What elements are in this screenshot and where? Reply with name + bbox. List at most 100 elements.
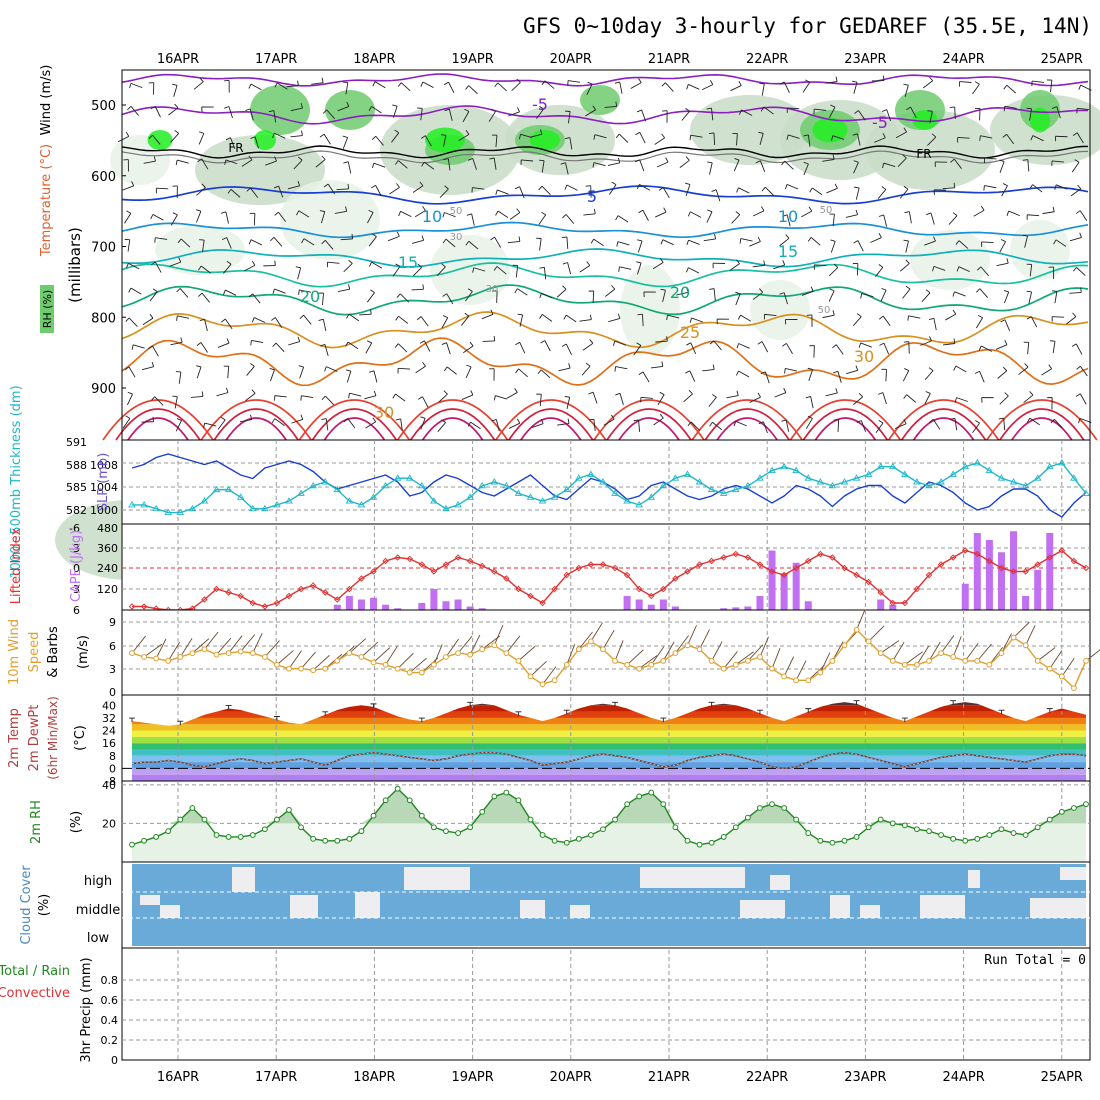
wind-barb [321, 240, 326, 245]
wind-barb [346, 370, 352, 383]
surface-barb [928, 641, 941, 662]
wind-barb [779, 81, 785, 85]
wind-barb [870, 237, 882, 243]
wind-barb [615, 133, 620, 139]
data-point [442, 561, 450, 568]
pressure-tick-label: 500 [91, 99, 116, 114]
data-point [1034, 824, 1041, 831]
wind-barb [657, 394, 665, 406]
cape-bar [647, 604, 655, 610]
cloud-gap [740, 900, 785, 918]
wind-barb [910, 106, 917, 118]
surface-barb [373, 647, 391, 663]
data-point [467, 824, 474, 831]
wind-legend-label: Wind (m/s) [39, 65, 54, 136]
wind-barb [658, 187, 664, 191]
slp-thickness-lines [128, 453, 1090, 518]
data-point [285, 592, 293, 600]
wind-barb [781, 160, 785, 166]
rh-label: 2m RH [29, 800, 44, 844]
wind-barb [764, 371, 770, 384]
wind-barb [493, 157, 497, 170]
wind-barb [125, 131, 130, 137]
data-point [212, 485, 221, 493]
wind-barb [447, 158, 451, 171]
data-point [478, 562, 486, 570]
data-point [129, 841, 135, 848]
wind-barb [782, 260, 786, 266]
wind-barb [617, 241, 630, 246]
rh-patch [865, 110, 995, 190]
wind-barb [467, 157, 473, 161]
wind-barb [832, 135, 845, 140]
wind-barb [779, 237, 790, 247]
wind-barb [593, 419, 596, 432]
wind-barb [539, 238, 542, 251]
wind-barb [495, 395, 508, 400]
wind-barb [300, 414, 304, 420]
cape-bar [792, 562, 800, 610]
wind-barb [197, 158, 203, 163]
data-point [888, 462, 897, 470]
wind-barb [726, 395, 739, 399]
wind-barb [1076, 365, 1081, 370]
wind-barb [588, 418, 594, 421]
wind-barb [323, 133, 331, 145]
surface-barb [880, 640, 900, 654]
wind-barb [400, 82, 411, 92]
temp-contour [986, 399, 1098, 441]
wind-barb [801, 290, 814, 296]
contour-label: -5 [872, 113, 888, 132]
wind-barb [822, 314, 835, 319]
panel-precip-grid: 0.80.60.40.20 [101, 950, 1090, 1067]
wind-barb [327, 261, 340, 264]
wind-barb [956, 397, 969, 402]
data-point [418, 481, 426, 489]
wind-barb [495, 419, 500, 432]
data-point [201, 596, 208, 603]
wind-barb [196, 365, 202, 368]
wind-barb [544, 340, 551, 352]
date-label-top: 21APR [648, 52, 690, 67]
wind-barb [178, 371, 182, 384]
wind-barb [1006, 84, 1017, 94]
data-point [370, 659, 377, 666]
wind-barb [779, 292, 785, 295]
wind-barb [831, 135, 834, 141]
wind-barb [543, 267, 547, 280]
data-point [974, 657, 981, 664]
data-point [430, 824, 437, 831]
wind-barb [661, 82, 666, 87]
wind-barb [301, 130, 303, 136]
data-point [406, 797, 413, 804]
wind-barb [828, 106, 836, 118]
wind-barb [1003, 106, 1006, 112]
data-point [129, 650, 135, 657]
wind-barb [345, 369, 351, 372]
wind-barb [785, 368, 798, 372]
wind-barb [782, 343, 787, 347]
wind-barb [464, 312, 470, 317]
wind-barb [861, 293, 874, 298]
wind-barb [807, 237, 812, 242]
wind-barb [1076, 107, 1090, 110]
wind-barb [730, 85, 742, 92]
wind-barb [853, 162, 859, 174]
wind-barb [930, 212, 935, 225]
wind-barb [855, 187, 860, 200]
wind-barb [781, 419, 787, 422]
temp-band [132, 717, 1086, 725]
wind-barb [539, 314, 543, 319]
wind-barb [143, 160, 156, 164]
wind-barb [564, 184, 568, 190]
data-point [455, 650, 461, 657]
data-point [1010, 634, 1017, 641]
data-point [587, 561, 595, 568]
wind-barb [807, 134, 811, 147]
data-point [744, 481, 752, 489]
thickness-label: 1000~500mb Thickness (dm) [9, 385, 24, 578]
temp-band [132, 749, 1086, 756]
wind-barb [860, 420, 866, 432]
surface-barb [819, 652, 831, 673]
wind-barb [955, 240, 960, 245]
